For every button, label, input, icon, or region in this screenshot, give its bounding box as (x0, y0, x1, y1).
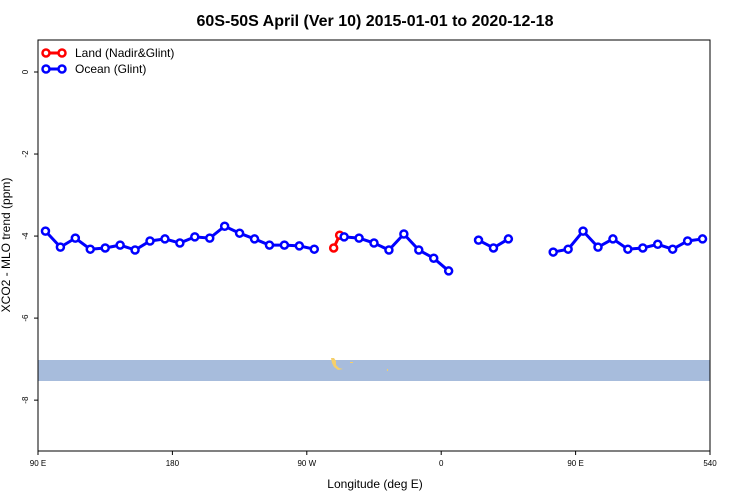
map-strip (38, 360, 710, 381)
point (234, 228, 245, 238)
point (503, 234, 514, 244)
point (652, 239, 663, 250)
point (100, 243, 110, 253)
point (473, 235, 484, 245)
point (130, 245, 140, 255)
x-tick-label: 90 W (297, 459, 316, 468)
x-tick-label: 90 E (30, 459, 46, 468)
point (399, 229, 409, 239)
point (354, 233, 364, 243)
chart-title: 60S-50S April (Ver 10) 2015-01-01 to 202… (197, 13, 554, 30)
point (190, 232, 200, 242)
point (264, 240, 275, 250)
point (578, 226, 588, 236)
point (667, 244, 678, 254)
point (623, 244, 633, 254)
point (563, 244, 573, 254)
point (309, 244, 320, 254)
x-tick-label: 90 E (567, 459, 583, 468)
point (145, 236, 155, 246)
point (204, 233, 215, 243)
point (219, 221, 230, 231)
y-tick-label: -8 (21, 396, 30, 404)
point (384, 245, 394, 255)
x-tick-label: 180 (166, 459, 180, 468)
legend-marker (41, 48, 51, 58)
legend-marker (57, 48, 67, 58)
y-tick-label: -6 (21, 314, 30, 322)
x-axis-label: Longitude (deg E) (327, 477, 422, 491)
point (414, 245, 424, 255)
y-tick-label: -4 (21, 232, 30, 240)
point (443, 266, 454, 276)
point (249, 234, 260, 244)
point (279, 240, 290, 250)
point (55, 242, 66, 252)
point (115, 240, 125, 250)
point (294, 241, 305, 251)
point (697, 234, 708, 244)
point (608, 234, 618, 244)
legend-marker (57, 64, 67, 74)
series-line (44, 224, 703, 273)
point (428, 253, 439, 263)
point (638, 243, 648, 253)
x-tick-label: 540 (703, 459, 717, 468)
legend-label: Ocean (Glint) (75, 62, 146, 76)
point (369, 238, 379, 248)
x-tick-label: 0 (439, 459, 444, 468)
point (682, 236, 693, 246)
point (85, 244, 96, 254)
plot-frame (37, 39, 711, 452)
point (175, 238, 185, 248)
y-tick-label: 0 (21, 69, 30, 74)
point (593, 242, 603, 252)
point (160, 234, 170, 244)
point (488, 243, 499, 253)
point (40, 226, 51, 236)
point (339, 232, 349, 242)
legend-marker (41, 64, 51, 74)
point (328, 243, 339, 253)
point (548, 247, 558, 257)
legend-label: Land (Nadir&Glint) (75, 46, 174, 60)
point (70, 233, 81, 243)
y-tick-label: -2 (21, 150, 30, 158)
y-axis-label: XCO2 - MLO trend (ppm) (0, 178, 13, 313)
